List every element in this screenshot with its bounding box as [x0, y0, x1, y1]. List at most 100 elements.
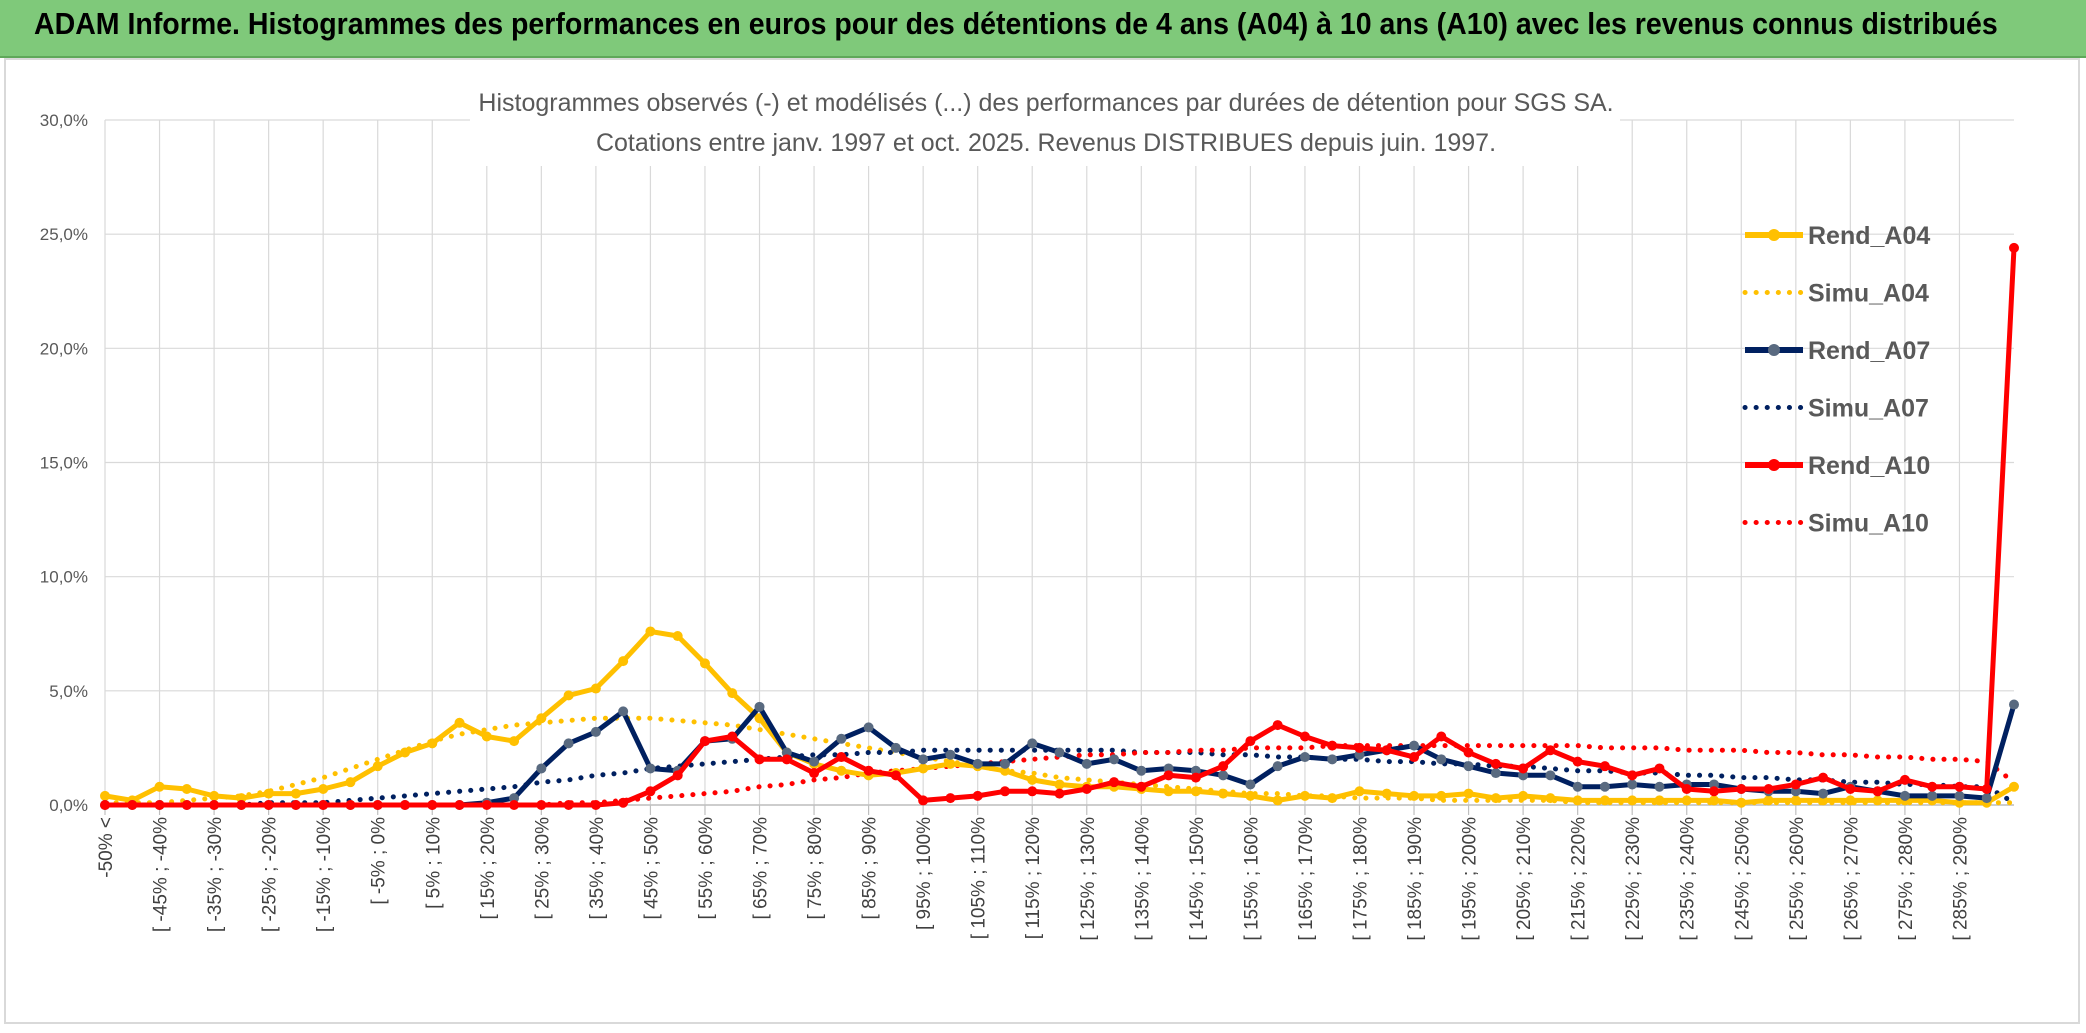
- data-point: [1790, 786, 1801, 797]
- data-point: [754, 701, 765, 712]
- data-point: [481, 800, 492, 810]
- series-rend-a10: [100, 242, 2019, 810]
- data-point: [645, 786, 656, 797]
- data-point: [754, 754, 765, 765]
- data-point: [1818, 788, 1829, 799]
- data-point: [1518, 763, 1529, 774]
- data-point: [563, 738, 574, 749]
- chart-title-line-1: Histogrammes observés (-) et modélisés (…: [478, 89, 1613, 117]
- data-point: [1654, 763, 1665, 774]
- x-tick-label: [ 195% ; 200%: [1460, 817, 1481, 941]
- data-point: [1709, 786, 1720, 797]
- data-point: [1081, 758, 1092, 769]
- x-tick-label: [ 25% ; 30%: [532, 817, 553, 920]
- legend-label: Rend_A10: [1808, 452, 1930, 480]
- data-point: [1490, 793, 1501, 804]
- data-point: [1899, 774, 1910, 785]
- legend-label: Rend_A04: [1808, 222, 1930, 250]
- data-point: [427, 738, 438, 749]
- data-point: [1763, 795, 1774, 806]
- x-tick-label: [ 225% ; 230%: [1623, 817, 1644, 941]
- data-point: [1463, 761, 1474, 772]
- data-point: [509, 736, 520, 747]
- data-point: [781, 754, 792, 765]
- data-point: [699, 736, 710, 747]
- x-axis: -50% < [ -45% ; -40% [ -35% ; -30% [ -25% ;…: [96, 804, 2014, 941]
- data-point: [1054, 779, 1065, 790]
- data-point: [2009, 781, 2019, 792]
- data-point: [645, 626, 656, 637]
- data-point: [618, 797, 629, 808]
- legend-label: Simu_A10: [1808, 510, 1929, 538]
- legend-item-rend-a07: Rend_A07: [1745, 337, 1930, 365]
- x-tick-label: [ 55% ; 60%: [696, 817, 717, 920]
- data-point: [481, 731, 492, 742]
- data-point: [1027, 774, 1038, 785]
- data-point: [509, 793, 520, 804]
- data-point: [1354, 742, 1365, 753]
- y-tick-label: 25,0%: [40, 225, 88, 244]
- legend-item-simu-a10: Simu_A10: [1742, 510, 1929, 538]
- x-tick-label: [ 215% ; 220%: [1569, 817, 1590, 941]
- data-point: [1272, 720, 1283, 731]
- data-point: [1245, 736, 1256, 747]
- data-point: [1136, 781, 1147, 792]
- legend-marker: [1768, 459, 1780, 471]
- data-point: [618, 656, 629, 667]
- data-point: [1190, 772, 1201, 783]
- data-point: [1299, 752, 1310, 763]
- data-point: [1518, 790, 1529, 801]
- data-point: [1736, 797, 1747, 808]
- legend-label: Rend_A07: [1808, 337, 1930, 365]
- data-point: [1927, 781, 1938, 792]
- y-tick-label: 10,0%: [40, 568, 88, 587]
- x-tick-label: [ 65% ; 70%: [751, 817, 772, 920]
- x-tick-label: [ 285% ; 290%: [1950, 817, 1971, 941]
- x-tick-label: [ 75% ; 80%: [805, 817, 826, 920]
- data-point: [1627, 779, 1638, 790]
- x-tick-label: [ 125% ; 130%: [1078, 817, 1099, 941]
- data-point: [181, 784, 192, 795]
- data-point: [1381, 745, 1392, 756]
- data-point: [1327, 740, 1338, 751]
- data-point: [1681, 784, 1692, 795]
- data-point: [1981, 793, 1992, 804]
- data-point: [1627, 770, 1638, 781]
- data-point: [1545, 770, 1556, 781]
- data-point: [1599, 781, 1610, 792]
- y-tick-label: 20,0%: [40, 339, 88, 358]
- chart-series: [100, 242, 2019, 810]
- data-point: [1545, 793, 1556, 804]
- data-point: [1627, 795, 1638, 806]
- data-point: [1081, 784, 1092, 795]
- data-point: [836, 733, 847, 744]
- data-point: [1599, 795, 1610, 806]
- data-point: [236, 800, 247, 810]
- x-tick-label: [ 255% ; 260%: [1787, 817, 1808, 941]
- data-point: [1463, 788, 1474, 799]
- data-point: [1272, 795, 1283, 806]
- data-point: [154, 800, 165, 810]
- x-tick-label: [ 205% ; 210%: [1514, 817, 1535, 941]
- data-point: [1818, 772, 1829, 783]
- data-point: [590, 800, 601, 810]
- data-point: [1327, 754, 1338, 765]
- x-tick-label: [ -45% ; -40%: [151, 817, 172, 932]
- chart-grid: [104, 119, 2014, 806]
- data-point: [1027, 786, 1038, 797]
- data-point: [1490, 758, 1501, 769]
- data-point: [563, 800, 574, 810]
- chart-title-line-2: Cotations entre janv. 1997 et oct. 2025.…: [596, 129, 1496, 157]
- x-tick-label: [ 145% ; 150%: [1187, 817, 1208, 941]
- x-tick-label: [ 135% ; 140%: [1132, 817, 1153, 941]
- data-point: [290, 788, 301, 799]
- data-point: [918, 763, 929, 774]
- data-point: [836, 765, 847, 776]
- data-point: [263, 788, 274, 799]
- legend-marker: [1768, 229, 1780, 241]
- data-point: [290, 800, 301, 810]
- data-point: [2009, 699, 2019, 710]
- x-tick-label: [ 45% ; 50%: [641, 817, 662, 920]
- data-point: [999, 758, 1010, 769]
- data-point: [1218, 761, 1229, 772]
